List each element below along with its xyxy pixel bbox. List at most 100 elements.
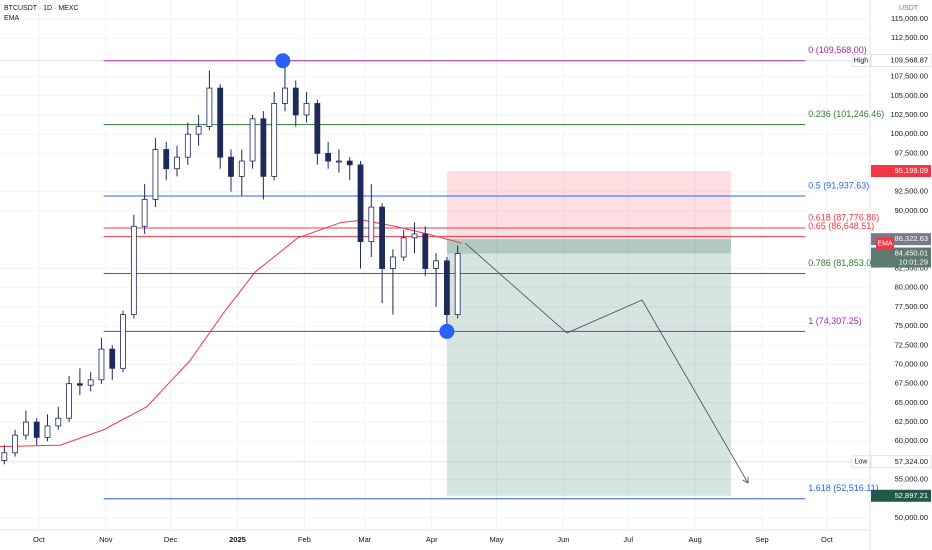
y-tick-label: 82,500.00	[895, 263, 928, 272]
y-tick-label: 100,000.00	[890, 129, 928, 138]
price-tag	[871, 165, 931, 178]
candle-body	[206, 87, 213, 127]
x-tick-label: Oct	[821, 535, 834, 544]
price-tag-name-box	[851, 54, 871, 67]
candle-body	[217, 87, 224, 158]
y-tick-label: 62,500.00	[895, 417, 928, 426]
x-tick-label: Mar	[358, 535, 371, 544]
x-tick-label: Oct	[33, 535, 46, 544]
y-tick-label: 60,000.00	[895, 436, 928, 445]
price-tag	[871, 247, 931, 268]
candle-body	[1, 452, 8, 461]
x-tick-label: Jul	[623, 535, 633, 544]
price-tag-name: EMA	[877, 240, 893, 247]
x-tick-label: Sep	[755, 535, 768, 544]
candle-body	[184, 133, 191, 158]
ema-line	[0, 219, 463, 448]
indicator-label: EMA	[4, 15, 20, 22]
y-tick-label: 105,000.00	[890, 91, 928, 100]
price-tag	[870, 455, 932, 469]
candle-body	[379, 206, 386, 269]
price-tag-label: 109,568.87	[890, 56, 928, 65]
candle-body	[130, 225, 137, 315]
candle-body	[174, 156, 180, 170]
price-tag-name-box	[876, 237, 894, 250]
x-tick-label: Feb	[298, 535, 311, 544]
x-tick-label: Apr	[426, 535, 438, 544]
fib-label: 1 (74,307.25)	[808, 316, 862, 326]
candle-body	[23, 421, 29, 436]
candle-body	[76, 383, 83, 386]
candle-body	[271, 103, 278, 177]
candle-body	[390, 256, 396, 269]
plot	[0, 0, 870, 530]
y-tick-label: 115,000.00	[891, 14, 928, 23]
fib-label: 0.618 (87,776.86)	[808, 212, 879, 222]
price-tag-label: 95,199.09	[895, 166, 928, 175]
price-tag-label: 57,324.00	[895, 457, 928, 466]
fib-label: 0 (109,568.00)	[808, 45, 867, 55]
y-tick-label: 112,500.00	[891, 33, 928, 42]
price-tag-name: Low	[855, 459, 869, 466]
y-tick-label: 55,000.00	[895, 475, 928, 484]
fib-label: 0.5 (91,937.63)	[808, 180, 869, 190]
candle-body	[422, 233, 429, 269]
x-tick-label: Nov	[99, 535, 113, 544]
candle-body	[314, 103, 321, 154]
y-tick-label: 50,000.00	[895, 513, 928, 522]
x-tick-label: Aug	[688, 535, 701, 544]
projection-arrowhead	[742, 477, 749, 484]
candle-body	[303, 103, 310, 116]
candle-body	[411, 233, 418, 239]
candle-body	[120, 314, 126, 369]
price-tag-label: 86,322.63	[895, 234, 928, 243]
candle-body	[357, 164, 364, 243]
y-tick-label: 107,500.00	[890, 72, 928, 81]
candle-body	[109, 348, 116, 369]
candle-body	[44, 425, 51, 438]
chart-title: BTCUSDT · 1D · MEXC	[4, 5, 79, 12]
y-tick-label: 75,000.00	[895, 321, 928, 330]
candle-body	[368, 206, 375, 243]
candle-body	[228, 156, 234, 177]
candle-body	[346, 160, 353, 166]
y-tick-label: 80,000.00	[895, 283, 928, 292]
fib-label: 1.618 (52,516.11)	[808, 483, 878, 493]
pivot-marker	[275, 53, 291, 69]
pivot-marker	[439, 323, 455, 339]
candle-body	[433, 260, 439, 269]
target-zone	[446, 239, 731, 496]
candle-body	[66, 383, 72, 419]
candle-body	[325, 152, 332, 162]
y-tick-label: 72,500.00	[895, 340, 928, 349]
y-tick-label: 92,500.00	[895, 187, 928, 196]
price-tag	[871, 489, 931, 502]
candle-body	[152, 149, 159, 200]
stop-zone	[446, 171, 731, 240]
candle-body	[336, 160, 342, 163]
price-tag-name-box	[851, 455, 871, 469]
price-tag-label: 84,450.01	[895, 249, 928, 258]
candle-body	[238, 160, 245, 177]
candle-body	[12, 434, 19, 454]
candle-body	[195, 126, 202, 135]
candle-body	[292, 87, 299, 116]
candle-body	[282, 87, 288, 104]
candle-body	[33, 421, 40, 438]
x-tick-label: May	[489, 535, 503, 544]
candle-body	[55, 417, 62, 427]
candle-body	[163, 149, 170, 170]
y-tick-label: 97,500.00	[895, 148, 928, 157]
fib-label: 0.786 (81,853.05)	[808, 258, 879, 268]
y-tick-label: 77,500.00	[895, 302, 928, 311]
candle-body	[249, 118, 256, 162]
y-tick-label: 70,000.00	[895, 359, 928, 368]
candle-body	[87, 379, 94, 386]
candle-body	[260, 118, 267, 177]
y-tick-label: 90,000.00	[895, 206, 928, 215]
x-tick-label: Dec	[164, 535, 178, 544]
projection-path	[464, 242, 749, 484]
y-tick-label: 67,500.00	[895, 379, 928, 388]
